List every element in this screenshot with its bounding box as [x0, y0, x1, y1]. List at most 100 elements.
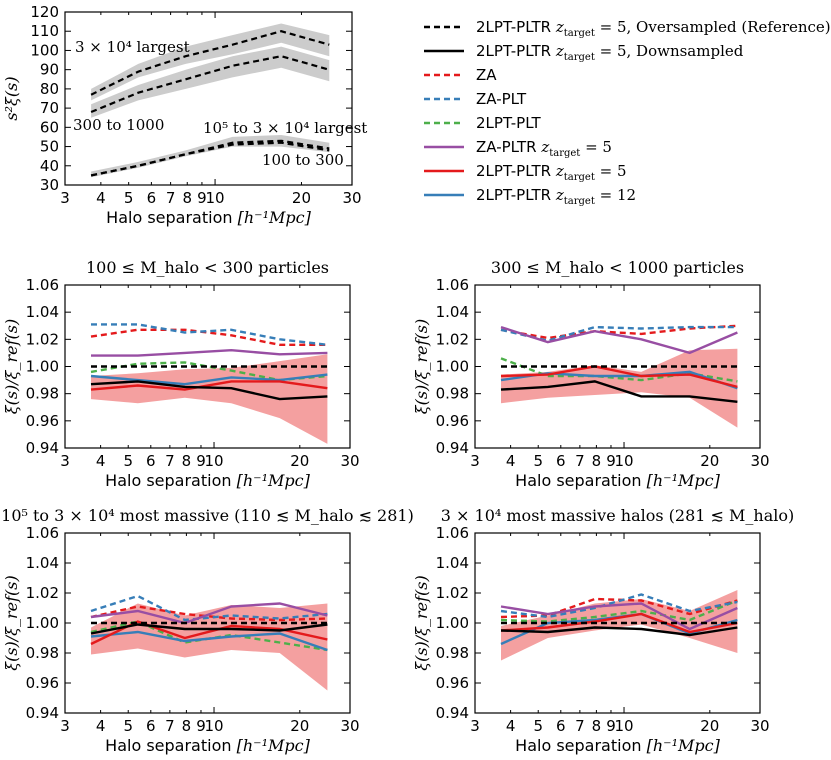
p3-ylabel: ξ(s)/ξ_ref(s): [2, 575, 21, 670]
p4-scatter-band: [501, 590, 738, 661]
p4-ytick-label: 0.94: [436, 704, 469, 722]
p1-xlabel: Halo separation [h⁻¹Mpc]: [105, 471, 310, 490]
p4-ytick-label: 0.98: [436, 644, 469, 662]
p1-line-zapl: [91, 323, 328, 346]
top-band: [91, 46, 330, 118]
p3-xtick-label: 30: [340, 717, 359, 735]
p2-xtick-label: 10: [614, 452, 633, 470]
p2-xminor-label: 9: [606, 452, 616, 470]
p4-xminor-label: 7: [575, 717, 585, 735]
p3-panel: 0.94 0.96 0.98 1.00 1.02 1.04 1.06 3 10 30 4 5 6 7 8 9 2…: [1, 506, 414, 755]
p3-xminor-label: 5: [123, 717, 133, 735]
p3-xminor-label: 8: [182, 717, 192, 735]
p2-xtick-label: 30: [750, 452, 769, 470]
top-xminor-label: 9: [197, 189, 207, 207]
p1-line-zapltr: [91, 348, 328, 357]
p1-line-down: [90, 380, 328, 401]
p1-xminor-label: 20: [290, 452, 309, 470]
p3-line-lpt12: [90, 630, 328, 652]
p4-ytick-label: 1.06: [436, 524, 469, 542]
p4-xminor-label: 9: [606, 717, 616, 735]
legend-label: 2LPT-PLTR ztarget = 5: [476, 162, 627, 183]
p1-xminor-label: 4: [96, 452, 106, 470]
p3-title: 10⁵ to 3 × 10⁴ most massive (110 ≲ M_hal…: [1, 506, 414, 525]
top-annotation: 3 × 10⁴ largest: [75, 38, 190, 56]
top-xlabel: Halo separation [h⁻¹Mpc]: [106, 208, 311, 227]
p2-xminor-label: 6: [556, 452, 566, 470]
top-xminor-label: 7: [166, 189, 176, 207]
p1-ylabel: ξ(s)/ξ_ref(s): [2, 319, 21, 414]
p2-xminor-label: 5: [533, 452, 543, 470]
legend-label: 2LPT-PLTR ztarget = 12: [476, 186, 636, 207]
p3-line-down: [90, 623, 328, 635]
top-ytick-label: 120: [30, 3, 59, 21]
p1-ytick-label: 0.96: [26, 412, 59, 430]
p4-line-za: [500, 597, 738, 619]
legend-label: 2LPT-PLT: [476, 114, 541, 132]
p4-xminor-label: 20: [700, 717, 719, 735]
p4-xtick-label: 10: [614, 717, 633, 735]
p3-xminor-label: 20: [290, 717, 309, 735]
p2-line-lpt5: [500, 365, 738, 389]
legend-label: ZA-PLTR ztarget = 5: [476, 138, 612, 159]
p4-xlabel: Halo separation [h⁻¹Mpc]: [515, 736, 720, 755]
top-band: [91, 135, 330, 178]
p4-xminor-label: 8: [592, 717, 602, 735]
p1-ytick-label: 1.00: [26, 358, 59, 376]
p2-xminor-label: 20: [700, 452, 719, 470]
p4-line-down: [500, 626, 738, 637]
top-xtick-label: 30: [342, 189, 361, 207]
p3-ytick-label: 1.00: [26, 614, 59, 632]
p4-ytick-label: 1.02: [436, 584, 469, 602]
top-annotation: 100 to 300: [262, 151, 344, 169]
p1-xtick-label: 10: [204, 452, 223, 470]
legend-label: ZA-PLT: [476, 90, 527, 108]
top-ytick-label: 100: [30, 41, 59, 59]
p3-xminor-label: 4: [96, 717, 106, 735]
p1-ytick-label: 1.06: [26, 276, 59, 294]
top-ytick-label: 110: [30, 22, 59, 40]
top-ytick-label: 90: [40, 61, 59, 79]
top-xminor-label: 4: [96, 189, 106, 207]
p4-line-zapl: [500, 593, 738, 619]
p2-xtick-label: 3: [470, 452, 480, 470]
p3-line-zapl: [90, 594, 328, 622]
top-xminor-label: 5: [124, 189, 134, 207]
p3-ytick-label: 1.06: [26, 524, 59, 542]
top-series-line: [90, 30, 330, 96]
p4-ytick-label: 1.04: [436, 554, 469, 572]
top-ytick-label: 40: [40, 157, 59, 175]
p2-ytick-label: 0.94: [436, 439, 469, 457]
p1-panel: 0.94 0.96 0.98 1.00 1.02 1.04 1.06 3 10 30 4 5 6 7 8 9 2…: [2, 258, 360, 490]
p4-xtick-label: 30: [750, 717, 769, 735]
p2-line-down: [500, 380, 738, 403]
p3-ytick-label: 0.96: [26, 674, 59, 692]
p1-line-lpt5: [90, 380, 328, 391]
p1-xminor-label: 7: [165, 452, 175, 470]
p1-ytick-label: 1.04: [26, 303, 59, 321]
p2-panel: 0.94 0.96 0.98 1.00 1.02 1.04 1.06 3 10 30 4 5 6 7 8 9 2…: [412, 258, 770, 490]
p3-xtick-label: 3: [60, 717, 70, 735]
p4-ytick-label: 0.96: [436, 674, 469, 692]
p1-xminor-label: 5: [123, 452, 133, 470]
p3-line-zapltr: [90, 602, 328, 625]
top-ytick-label: 60: [40, 118, 59, 136]
top-xtick-label: 3: [60, 189, 70, 207]
p4-line-lpt5: [500, 612, 738, 634]
p3-ytick-label: 1.04: [26, 554, 59, 572]
legend: 2LPT-PLTR ztarget = 5, Oversampled (Refe…: [424, 18, 831, 207]
p1-title: 100 ≤ M_halo < 300 particles: [86, 258, 329, 277]
p2-ytick-label: 1.04: [436, 303, 469, 321]
p3-ytick-label: 1.02: [26, 584, 59, 602]
top-band: [91, 23, 330, 101]
p3-xtick-label: 10: [204, 717, 223, 735]
legend-label: 2LPT-PLTR ztarget = 5, Oversampled (Refe…: [476, 18, 831, 39]
p3-xminor-label: 6: [146, 717, 156, 735]
p4-title: 3 × 10⁴ most massive halos (281 ≲ M_halo…: [441, 506, 794, 525]
p1-ytick-label: 0.98: [26, 385, 59, 403]
p3-xminor-label: 7: [165, 717, 175, 735]
p4-xminor-label: 4: [506, 717, 516, 735]
top-annotation: 300 to 1000: [73, 116, 164, 134]
top-series-line: [90, 141, 330, 177]
